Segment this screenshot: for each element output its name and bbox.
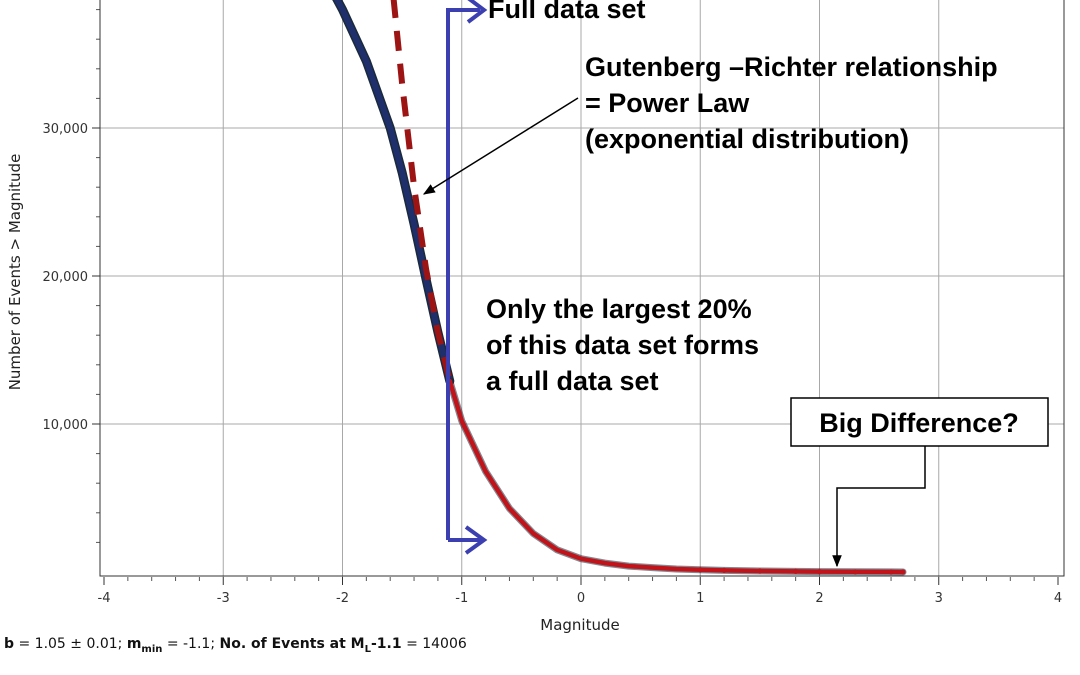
mmin-value: = -1.1;	[166, 636, 216, 652]
data-point	[816, 569, 823, 575]
gutenberg-line-2: = Power Law	[585, 88, 750, 118]
data-point	[900, 569, 906, 575]
x-tick-label: 2	[815, 591, 823, 606]
tick-label-layer: -4 -3 -2 -1 0 1 2 3 4 10,000 20,000 30,000	[43, 122, 1063, 606]
point-layer	[697, 567, 906, 575]
statistics-summary: b = 1.05 ± 0.01; mmin = -1.1; No. of Eve…	[4, 636, 467, 655]
annotation-full-data-set: Full data set	[488, 0, 646, 24]
y-tick-label: 30,000	[43, 122, 89, 137]
x-tick-label: -1	[455, 591, 468, 606]
grid-layer	[100, 0, 1064, 577]
b-value-label: b	[4, 636, 15, 652]
big-difference-box	[790, 397, 1049, 447]
bracket-line	[446, 8, 480, 540]
mmin-subscript: min	[141, 643, 163, 655]
big-difference-label: Big Difference?	[819, 408, 1019, 438]
events-label: No. of Events at ML-1.1	[219, 636, 402, 655]
big-difference-callout: Big Difference?	[790, 397, 1049, 568]
largest-line-2: of this data set forms	[486, 330, 759, 360]
events-label-text: No. of Events at M	[219, 636, 365, 652]
data-point	[721, 567, 727, 573]
gutenberg-line-3: (exponential distribution)	[585, 124, 909, 154]
largest-line-1: Only the largest 20%	[486, 294, 752, 324]
x-tick-label: 1	[696, 591, 704, 606]
x-tick-label: -3	[217, 591, 230, 606]
series-observed-line	[333, 0, 453, 385]
bracket-arrow-top	[466, 0, 488, 24]
x-axis-title: Magnitude	[540, 616, 619, 634]
data-point	[852, 569, 858, 575]
annotation-largest-20: Only the largest 20% of this data set fo…	[486, 294, 767, 396]
data-point	[757, 568, 763, 574]
annotation-gutenberg-richter: Gutenberg –Richter relationship = Power …	[585, 52, 1005, 154]
mmin-label: mmin	[126, 636, 163, 655]
y-tick-label: 10,000	[43, 418, 89, 433]
series-layer	[332, 0, 907, 576]
x-tick-label: 0	[577, 591, 585, 606]
x-tick-label: 4	[1054, 591, 1062, 606]
x-tick-label: -2	[336, 591, 349, 606]
mmin-symbol: m	[126, 636, 142, 652]
gutenberg-line-1: Gutenberg –Richter relationship	[585, 52, 998, 82]
y-axis-title: Number of Events > Magnitude	[6, 154, 24, 391]
events-value: = 14006	[406, 636, 467, 652]
data-point	[793, 568, 799, 575]
events-subscript: L	[364, 643, 371, 655]
full-data-set-bracket	[446, 0, 488, 555]
series-power-law-fit	[390, 0, 453, 382]
tick-layer	[92, 9, 1059, 585]
x-tick-label: 3	[935, 591, 943, 606]
largest-line-3: a full data set	[486, 366, 659, 396]
data-point	[697, 567, 703, 573]
x-tick-label: -4	[98, 591, 111, 606]
plot-frame	[99, 0, 1065, 577]
events-suffix: -1.1	[370, 636, 402, 652]
y-tick-label: 20,000	[43, 270, 89, 285]
bracket-arrowhead-bottom	[464, 525, 488, 555]
big-difference-connector	[832, 446, 926, 568]
gutenberg-pointer-arrow	[422, 97, 579, 195]
b-value: = 1.05 ± 0.01;	[18, 636, 123, 652]
data-point	[888, 569, 894, 575]
